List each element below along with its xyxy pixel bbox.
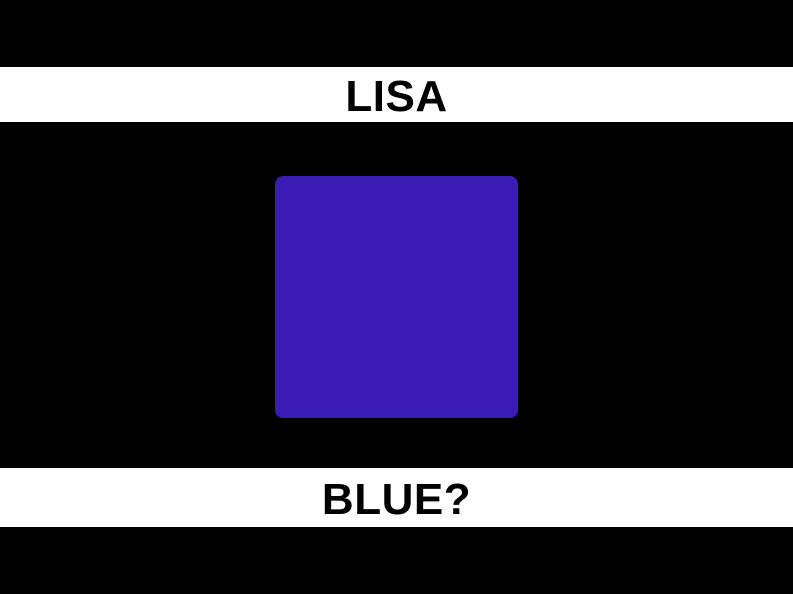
color-question: BLUE? bbox=[321, 474, 472, 524]
player-name: LISA bbox=[345, 71, 448, 121]
question-banner: BLUE? bbox=[0, 468, 793, 527]
name-banner: LISA bbox=[0, 67, 793, 122]
color-swatch[interactable] bbox=[275, 176, 518, 418]
